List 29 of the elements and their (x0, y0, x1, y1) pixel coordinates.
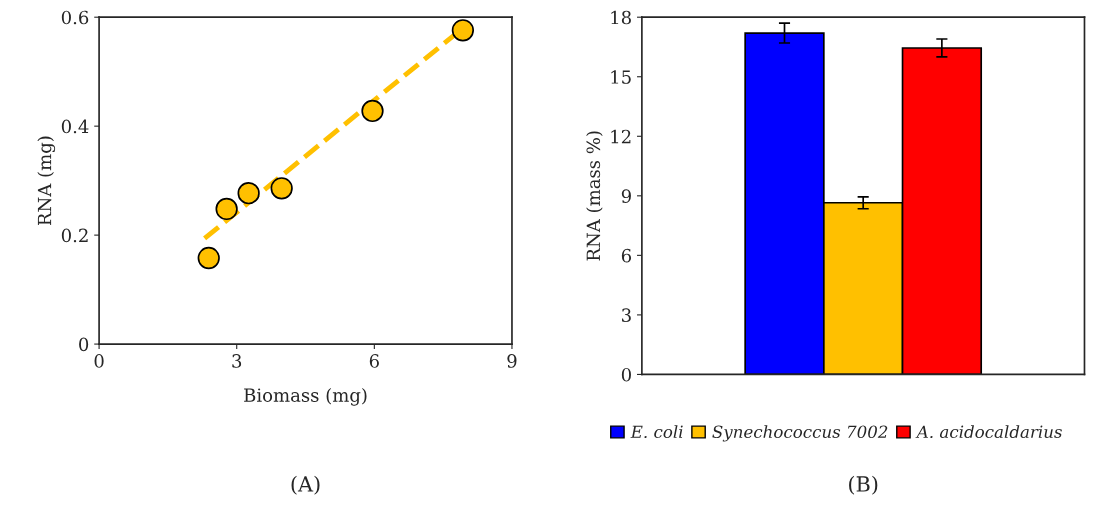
legend-label: A. acidocaldarius (915, 425, 1062, 439)
legend-label: Synechococcus 7002 (712, 425, 888, 442)
y-axis-title: RNA (mass %) (586, 131, 603, 261)
y-axis-title: RNA (mg) (37, 136, 56, 226)
x-axis-title: Biomass (mg) (244, 387, 367, 406)
y-tick-label: 0 (79, 337, 89, 352)
y-tick-label: 0.4 (61, 119, 89, 134)
y-tick-label: 12 (611, 129, 631, 144)
y-tick-label: 9 (621, 189, 631, 203)
x-tick-label: 9 (507, 354, 517, 368)
x-tick-label: 3 (232, 354, 242, 368)
y-tick-label: 15 (611, 70, 631, 84)
text: (A) (291, 475, 320, 495)
point (197, 246, 220, 270)
y-tick-label: 0 (621, 367, 631, 382)
y-tick-label: 3 (622, 308, 631, 323)
y-tick-label: 6 (621, 248, 632, 263)
text: (B) (849, 475, 878, 495)
x-tick-label: 0 (94, 354, 104, 368)
y-tick-label: 18 (611, 10, 631, 25)
point (237, 182, 260, 205)
x-tick-label: 6 (369, 354, 379, 368)
point (451, 19, 475, 42)
point (215, 197, 238, 221)
y-tick-label: 0.6 (61, 10, 89, 25)
point (270, 177, 293, 200)
y-tick-label: 0.2 (61, 228, 88, 243)
legend-label: E. coli (630, 425, 683, 439)
point (361, 99, 384, 123)
